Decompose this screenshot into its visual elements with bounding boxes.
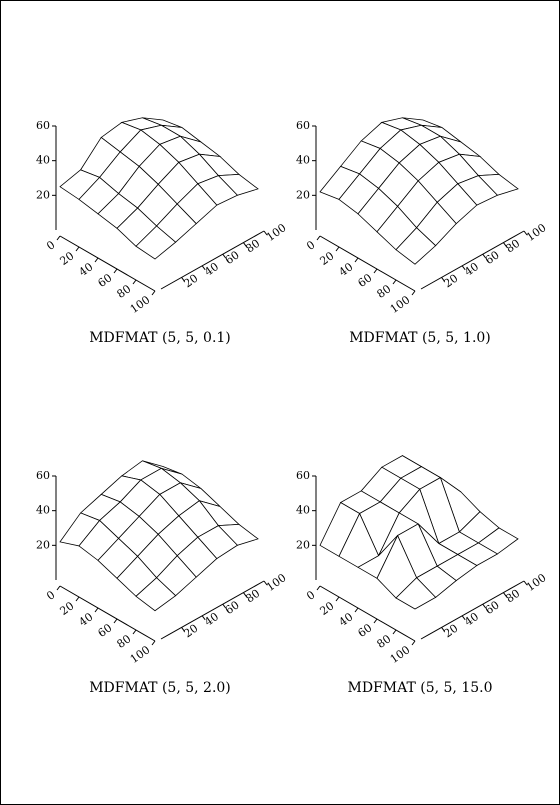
y-tick	[461, 615, 466, 621]
z-tick-label: 20	[296, 538, 310, 551]
x-tick	[335, 246, 340, 252]
y-tick	[441, 627, 446, 632]
y-tick	[242, 242, 247, 247]
x-tick	[335, 596, 340, 602]
x-tick	[411, 290, 416, 296]
x-tick	[56, 585, 61, 591]
x-tick	[316, 585, 321, 591]
y-tick	[461, 265, 466, 271]
y-tick	[502, 242, 507, 247]
x-tick	[113, 618, 118, 624]
x-tick	[354, 257, 359, 263]
x-tick	[151, 640, 156, 646]
z-tick-label: 20	[36, 538, 50, 551]
z-tick-label: 20	[36, 188, 50, 201]
z-tick-label: 40	[296, 154, 310, 167]
x-tick	[75, 596, 80, 602]
x-tick	[94, 257, 99, 263]
x-axis	[59, 585, 156, 642]
x-tick	[373, 618, 378, 624]
x-tick	[392, 279, 397, 285]
surface-cell	[135, 577, 177, 612]
y-tick	[263, 580, 268, 586]
z-tick-label: 60	[36, 469, 50, 482]
x-axis	[59, 235, 156, 292]
x-tick	[132, 279, 137, 285]
y-tick	[181, 627, 186, 632]
y-tick	[441, 277, 446, 282]
x-axis	[319, 235, 416, 292]
x-tick	[411, 640, 416, 646]
surface-cell	[395, 227, 437, 265]
z-tick-label: 40	[296, 504, 310, 517]
y-tick	[502, 592, 507, 597]
y-tick	[181, 277, 186, 282]
y-tick	[263, 230, 268, 236]
z-tick-label: 60	[36, 119, 50, 132]
caption: MDFMAT (5, 5, 0.1)	[89, 330, 231, 346]
y-tick	[482, 603, 487, 609]
y-tick	[201, 265, 206, 271]
y-axis	[420, 230, 525, 290]
x-tick	[56, 235, 61, 241]
y-tick	[523, 580, 528, 586]
x-tick	[113, 268, 118, 274]
y-axis	[160, 230, 265, 290]
x-tick	[354, 607, 359, 613]
z-tick-label: 20	[296, 188, 310, 201]
x-axis	[319, 585, 416, 642]
x-tick	[392, 629, 397, 635]
surface-cell	[395, 577, 437, 610]
y-tick	[222, 253, 227, 259]
y-tick	[523, 230, 528, 236]
caption: MDFMAT (5, 5, 1.0)	[349, 330, 491, 346]
x-tick	[373, 268, 378, 274]
x-tick	[151, 290, 156, 296]
z-tick-label: 40	[36, 504, 50, 517]
z-tick-label: 40	[36, 154, 50, 167]
x-tick	[75, 246, 80, 252]
surface-cell	[135, 225, 177, 260]
x-tick	[132, 629, 137, 635]
y-tick	[222, 603, 227, 609]
z-tick-label: 60	[296, 119, 310, 132]
caption: MDFMAT (5, 5, 15.0	[348, 680, 493, 696]
x-tick	[94, 607, 99, 613]
z-tick-label: 60	[296, 469, 310, 482]
y-tick	[201, 615, 206, 621]
y-axis	[420, 580, 525, 640]
x-tick	[316, 235, 321, 241]
caption: MDFMAT (5, 5, 2.0)	[89, 680, 231, 696]
y-tick	[482, 253, 487, 259]
y-tick	[242, 592, 247, 597]
y-axis	[160, 580, 265, 640]
